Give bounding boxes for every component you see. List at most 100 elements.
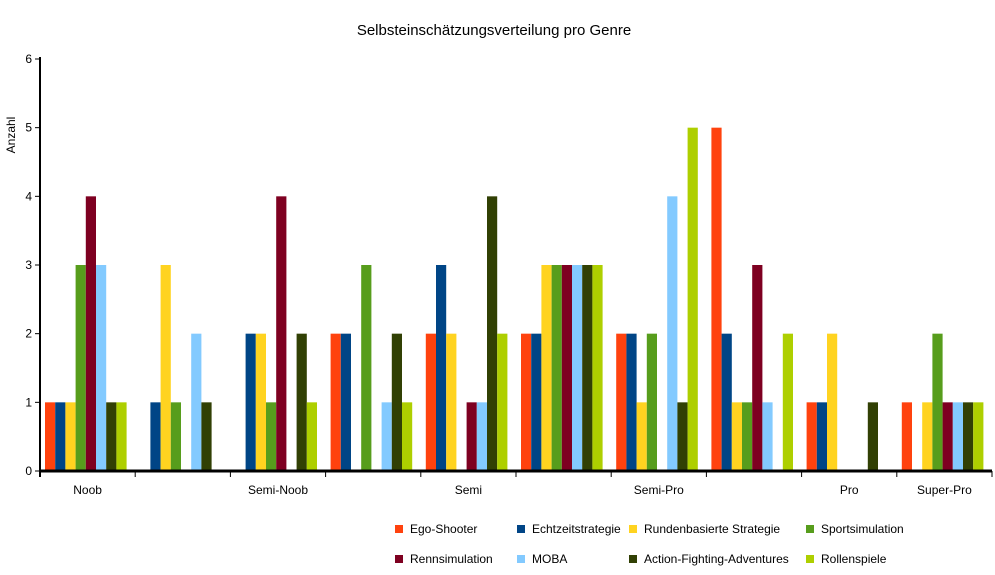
- bar-action-fighting-adventures: [296, 333, 307, 471]
- bar-action-fighting-adventures: [867, 402, 878, 471]
- bar-rundenbasierte-strategie: [255, 333, 266, 471]
- bar-rollenspiele: [782, 333, 793, 471]
- legend-item: Rollenspiele: [806, 552, 886, 566]
- legend-swatch: [395, 525, 403, 533]
- legend-swatch: [629, 555, 637, 563]
- bar-echtzeitstrategie: [816, 402, 827, 471]
- bar-echtzeitstrategie: [721, 333, 732, 471]
- bar-moba: [667, 196, 678, 472]
- bar-action-fighting-adventures: [582, 265, 593, 471]
- bar-echtzeitstrategie: [245, 333, 256, 471]
- bar-echtzeitstrategie: [55, 402, 66, 471]
- bar-moba: [572, 265, 583, 471]
- y-tick-label: 3: [25, 258, 32, 272]
- bar-rundenbasierte-strategie: [446, 333, 457, 471]
- bar-action-fighting-adventures: [201, 402, 212, 471]
- bar-rennsimulation: [276, 196, 287, 472]
- bar-rollenspiele: [497, 333, 508, 471]
- bar-rollenspiele: [687, 127, 698, 472]
- bar-rundenbasierte-strategie: [922, 402, 933, 471]
- bar-sportsimulation: [75, 265, 86, 471]
- bar-sportsimulation: [170, 402, 181, 471]
- bar-ego-shooter: [711, 127, 722, 472]
- bar-rollenspiele: [306, 402, 317, 471]
- bar-moba: [952, 402, 963, 471]
- y-tick-label: 4: [25, 189, 32, 203]
- bar-moba: [96, 265, 107, 471]
- x-tick-label: Noob: [73, 483, 102, 497]
- bar-sportsimulation: [932, 333, 943, 471]
- y-tick-label: 1: [25, 395, 32, 409]
- bar-rundenbasierte-strategie: [731, 402, 742, 471]
- bar-sportsimulation: [361, 265, 372, 471]
- bar-rennsimulation: [561, 265, 572, 471]
- bar-action-fighting-adventures: [487, 196, 498, 472]
- legend-label: MOBA: [532, 552, 568, 566]
- y-tick-label: 0: [25, 464, 32, 478]
- bar-sportsimulation: [742, 402, 753, 471]
- bar-rennsimulation: [752, 265, 763, 471]
- legend-item: Rundenbasierte Strategie: [629, 522, 780, 536]
- legend-item: MOBA: [517, 552, 567, 566]
- bar-moba: [381, 402, 392, 471]
- x-tick-label: Super-Pro: [917, 483, 972, 497]
- legend-item: Echtzeitstrategie: [517, 522, 621, 536]
- legend-label: Rennsimulation: [410, 552, 493, 566]
- bar-action-fighting-adventures: [677, 402, 688, 471]
- legend-label: Sportsimulation: [821, 522, 904, 536]
- legend-item: Action-Fighting-Adventures: [629, 552, 789, 566]
- y-tick-label: 6: [25, 52, 32, 66]
- bar-ego-shooter: [330, 333, 341, 471]
- bar-rollenspiele: [973, 402, 984, 471]
- bar-echtzeitstrategie: [626, 333, 637, 471]
- bar-rennsimulation: [942, 402, 953, 471]
- y-axis-label: Anzahl: [4, 117, 18, 154]
- y-tick-label: 2: [25, 327, 32, 341]
- legend-swatch: [806, 555, 814, 563]
- legend-item: Ego-Shooter: [395, 522, 477, 536]
- bar-rundenbasierte-strategie: [827, 333, 838, 471]
- bar-rundenbasierte-strategie: [65, 402, 76, 471]
- bar-echtzeitstrategie: [531, 333, 542, 471]
- bar-ego-shooter: [521, 333, 532, 471]
- legend-label: Echtzeitstrategie: [532, 522, 621, 536]
- x-tick-label: Semi-Pro: [634, 483, 684, 497]
- bar-action-fighting-adventures: [106, 402, 117, 471]
- x-tick-label: Pro: [840, 483, 859, 497]
- bar-echtzeitstrategie: [436, 265, 447, 471]
- legend-label: Ego-Shooter: [410, 522, 478, 536]
- legend-label: Action-Fighting-Adventures: [644, 552, 789, 566]
- bar-moba: [191, 333, 202, 471]
- bar-ego-shooter: [616, 333, 627, 471]
- legend-swatch: [395, 555, 403, 563]
- bar-sportsimulation: [266, 402, 277, 471]
- x-tick-label: Semi-Noob: [248, 483, 308, 497]
- bar-rollenspiele: [402, 402, 413, 471]
- legend-label: Rundenbasierte Strategie: [644, 522, 781, 536]
- bar-rundenbasierte-strategie: [160, 265, 171, 471]
- bar-rundenbasierte-strategie: [541, 265, 552, 471]
- chart-title: Selbsteinschätzungsverteilung pro Genre: [357, 22, 631, 39]
- bar-echtzeitstrategie: [150, 402, 161, 471]
- bar-ego-shooter: [901, 402, 912, 471]
- bar-sportsimulation: [646, 333, 657, 471]
- legend-item: Sportsimulation: [806, 522, 904, 536]
- bar-rundenbasierte-strategie: [636, 402, 647, 471]
- y-tick-label: 5: [25, 121, 32, 135]
- legend-swatch: [517, 525, 525, 533]
- legend-swatch: [517, 555, 525, 563]
- bar-action-fighting-adventures: [391, 333, 402, 471]
- legend-item: Rennsimulation: [395, 552, 493, 566]
- bar-action-fighting-adventures: [963, 402, 974, 471]
- legend-swatch: [806, 525, 814, 533]
- bar-ego-shooter: [425, 333, 436, 471]
- bar-sportsimulation: [551, 265, 562, 471]
- bar-moba: [762, 402, 773, 471]
- legend-label: Rollenspiele: [821, 552, 887, 566]
- bar-ego-shooter: [806, 402, 817, 471]
- bar-rollenspiele: [592, 265, 603, 471]
- x-tick-label: Semi: [455, 483, 482, 497]
- bar-rennsimulation: [466, 402, 477, 471]
